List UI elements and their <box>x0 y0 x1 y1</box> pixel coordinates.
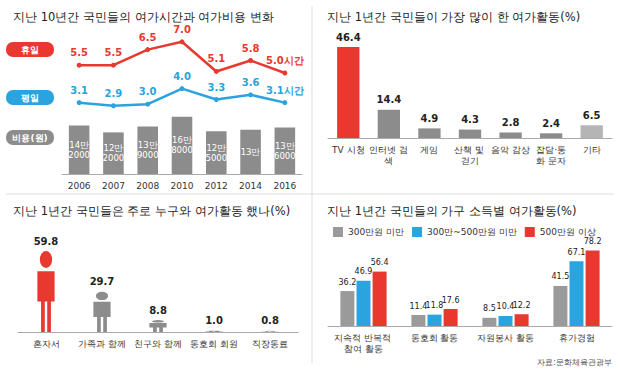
svg-text:3.1시간: 3.1시간 <box>266 85 304 96</box>
svg-text:5.0시간: 5.0시간 <box>266 55 304 66</box>
svg-text:0.8: 0.8 <box>261 315 279 326</box>
svg-text:지난 1년간 국민들은 주로 누구와 여가활동 했나(%): 지난 1년간 국민들은 주로 누구와 여가활동 했나(%) <box>13 204 290 218</box>
svg-text:3.1: 3.1 <box>70 85 88 96</box>
svg-text:화 문자: 화 문자 <box>536 156 566 166</box>
svg-text:46.9: 46.9 <box>355 267 373 276</box>
svg-text:색: 색 <box>384 156 393 166</box>
svg-text:13만: 13만 <box>275 141 295 151</box>
svg-text:지난 10년간 국민들의 여가시간과 여가비용 변화: 지난 10년간 국민들의 여가시간과 여가비용 변화 <box>13 10 274 24</box>
svg-text:5.5: 5.5 <box>105 47 123 58</box>
svg-text:12.2: 12.2 <box>513 301 531 310</box>
svg-text:10.4: 10.4 <box>496 302 515 312</box>
svg-text:2.9: 2.9 <box>105 88 123 99</box>
svg-text:자원봉사 활동: 자원봉사 활동 <box>477 333 534 343</box>
svg-text:친구와 함께: 친구와 함께 <box>134 339 182 349</box>
svg-text:기타: 기타 <box>583 145 601 155</box>
svg-text:14만: 14만 <box>69 140 89 150</box>
svg-text:11.4: 11.4 <box>409 301 428 311</box>
svg-text:2010: 2010 <box>171 181 194 191</box>
svg-text:게임: 게임 <box>420 145 438 155</box>
svg-text:2016: 2016 <box>273 181 296 191</box>
svg-text:2.4: 2.4 <box>542 118 560 129</box>
svg-text:41.5: 41.5 <box>551 272 569 281</box>
svg-text:14.4: 14.4 <box>377 94 402 105</box>
svg-text:인터넷 검: 인터넷 검 <box>369 145 408 155</box>
svg-text:2014: 2014 <box>239 181 262 191</box>
svg-text:3.3: 3.3 <box>207 82 225 93</box>
svg-text:2000: 2000 <box>103 153 125 163</box>
svg-text:7.0: 7.0 <box>173 24 191 35</box>
svg-text:2008: 2008 <box>136 181 159 191</box>
svg-text:6.5: 6.5 <box>139 32 157 43</box>
svg-text:혼자서: 혼자서 <box>33 339 60 349</box>
svg-text:걷기: 걷기 <box>461 156 479 166</box>
svg-text:12만: 12만 <box>104 143 124 153</box>
svg-text:59.8: 59.8 <box>34 236 59 247</box>
svg-text:5.1: 5.1 <box>207 53 225 64</box>
svg-text:4.9: 4.9 <box>421 113 439 124</box>
svg-text:4.0: 4.0 <box>173 71 191 82</box>
svg-text:비용(원): 비용(원) <box>12 133 47 143</box>
svg-text:지난 1년간 국민들이 가장 많이 한 여가활동(%): 지난 1년간 국민들이 가장 많이 한 여가활동(%) <box>327 10 580 24</box>
svg-text:46.4: 46.4 <box>336 32 361 43</box>
svg-text:4.3: 4.3 <box>461 114 479 125</box>
svg-text:12만: 12만 <box>206 143 226 153</box>
svg-text:평일: 평일 <box>21 93 39 103</box>
svg-text:2006: 2006 <box>68 181 91 191</box>
svg-text:3.0: 3.0 <box>139 86 157 97</box>
svg-text:8.5: 8.5 <box>483 304 496 313</box>
svg-text:300만원 미만: 300만원 미만 <box>348 227 404 237</box>
svg-text:음악 감상: 음악 감상 <box>491 145 530 155</box>
svg-text:16만: 16만 <box>172 135 192 145</box>
svg-text:지난 1년간 국민들의 가구 소득별 여가활동(%): 지난 1년간 국민들의 가구 소득별 여가활동(%) <box>327 204 577 218</box>
svg-text:휴가경험: 휴가경험 <box>559 333 595 343</box>
svg-text:TV 시청: TV 시청 <box>331 145 365 155</box>
svg-text:17.6: 17.6 <box>442 296 460 305</box>
svg-text:5.8: 5.8 <box>242 43 260 54</box>
svg-text:13만: 13만 <box>138 140 158 150</box>
svg-text:자료:문화체육관광부: 자료:문화체육관광부 <box>537 358 612 367</box>
svg-text:6000: 6000 <box>274 151 296 161</box>
svg-text:2012: 2012 <box>205 181 228 191</box>
svg-text:67.1: 67.1 <box>568 248 586 257</box>
svg-text:78.2: 78.2 <box>584 237 602 246</box>
svg-text:36.2: 36.2 <box>338 278 356 287</box>
svg-text:29.7: 29.7 <box>90 276 115 287</box>
svg-text:동호회 회원: 동호회 회원 <box>190 339 238 349</box>
svg-text:1.0: 1.0 <box>205 315 223 326</box>
svg-text:13만: 13만 <box>241 147 261 157</box>
svg-text:11.8: 11.8 <box>425 301 444 311</box>
svg-text:동호회 활동: 동호회 활동 <box>411 333 459 343</box>
svg-text:3.6: 3.6 <box>242 77 260 88</box>
svg-text:잡담·통: 잡담·통 <box>536 145 566 155</box>
svg-text:2.8: 2.8 <box>502 117 520 128</box>
svg-text:9000: 9000 <box>137 150 159 160</box>
svg-text:참여 활동: 참여 활동 <box>344 344 383 354</box>
svg-text:2007: 2007 <box>102 181 125 191</box>
svg-text:5.5: 5.5 <box>70 47 88 58</box>
svg-text:휴일: 휴일 <box>21 45 39 55</box>
svg-text:지속적 반복적: 지속적 반복적 <box>334 333 394 343</box>
svg-text:6.5: 6.5 <box>583 110 601 121</box>
svg-text:56.4: 56.4 <box>371 258 389 267</box>
svg-text:300만~500만원 미만: 300만~500만원 미만 <box>427 227 517 237</box>
svg-text:5000: 5000 <box>205 153 227 163</box>
svg-text:8000: 8000 <box>171 145 193 155</box>
svg-text:산책 및: 산책 및 <box>454 145 487 155</box>
svg-text:2000: 2000 <box>68 150 90 160</box>
svg-text:500만원 이상: 500만원 이상 <box>540 227 596 237</box>
svg-text:직장동료: 직장동료 <box>252 339 288 349</box>
svg-text:8.8: 8.8 <box>149 305 167 316</box>
svg-text:가족과 함께: 가족과 함께 <box>78 339 126 349</box>
